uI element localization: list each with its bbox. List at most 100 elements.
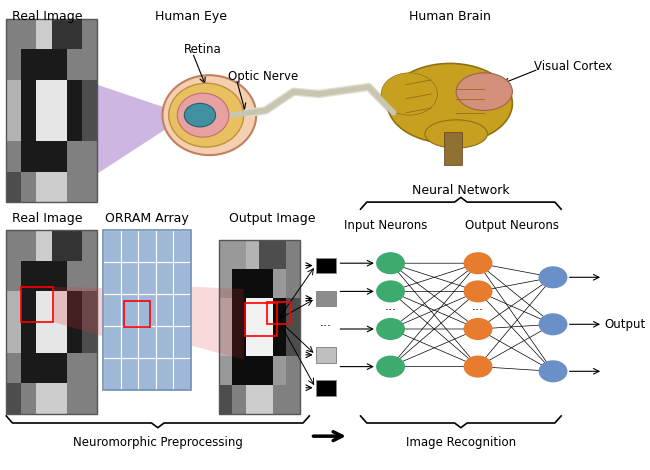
Bar — [121, 358, 138, 390]
Bar — [138, 230, 155, 262]
Bar — [67, 110, 82, 141]
Ellipse shape — [425, 120, 488, 148]
Bar — [82, 230, 97, 261]
Bar — [67, 80, 82, 110]
Bar — [259, 298, 273, 327]
Bar — [36, 230, 51, 261]
Bar — [6, 352, 21, 383]
Bar — [259, 269, 273, 298]
Circle shape — [377, 253, 404, 274]
Bar — [232, 269, 246, 298]
Bar — [6, 230, 21, 261]
Bar — [51, 141, 67, 172]
Text: Visual Cortex: Visual Cortex — [534, 60, 612, 73]
Bar — [121, 230, 138, 262]
Circle shape — [377, 281, 404, 302]
Text: Real Image: Real Image — [12, 10, 83, 23]
Bar — [51, 291, 67, 322]
Bar — [36, 291, 51, 322]
Text: Human Eye: Human Eye — [155, 10, 227, 23]
Circle shape — [464, 253, 492, 274]
Bar — [36, 110, 51, 141]
Bar — [21, 141, 36, 172]
Bar — [67, 291, 82, 322]
Bar — [6, 383, 21, 414]
Bar — [121, 326, 138, 358]
Bar — [103, 294, 121, 326]
Bar — [246, 356, 259, 384]
Bar — [103, 262, 121, 294]
Bar — [6, 80, 21, 110]
Bar — [82, 383, 97, 414]
Text: Retina: Retina — [185, 43, 222, 56]
Bar — [218, 356, 232, 384]
Bar — [138, 294, 155, 326]
Bar — [315, 380, 336, 396]
Bar — [82, 261, 97, 291]
Bar — [67, 19, 82, 49]
Bar — [173, 262, 190, 294]
Text: ···: ··· — [320, 320, 332, 333]
Bar — [155, 230, 173, 262]
Bar — [121, 294, 138, 326]
Bar — [67, 322, 82, 352]
Bar — [51, 322, 67, 352]
Bar — [155, 294, 173, 326]
Bar — [218, 269, 232, 298]
Bar — [245, 303, 278, 336]
Bar — [21, 291, 36, 322]
Bar — [51, 172, 67, 202]
Polygon shape — [97, 85, 187, 174]
Bar — [173, 294, 190, 326]
Bar — [138, 262, 155, 294]
Bar — [259, 356, 273, 384]
Bar — [103, 230, 190, 390]
Bar — [173, 230, 190, 262]
Bar — [82, 141, 97, 172]
Ellipse shape — [169, 83, 244, 147]
Bar — [36, 49, 51, 80]
Bar — [82, 110, 97, 141]
Bar — [51, 261, 67, 291]
Bar — [138, 358, 155, 390]
Bar — [246, 298, 259, 327]
Bar — [259, 327, 273, 356]
Text: Optic Nerve: Optic Nerve — [228, 70, 298, 83]
Text: Output Image: Output Image — [229, 212, 315, 225]
Bar — [232, 384, 246, 414]
Bar — [259, 384, 273, 414]
Bar — [232, 240, 246, 269]
Text: Output: Output — [605, 318, 646, 331]
Bar — [82, 322, 97, 352]
Bar — [82, 49, 97, 80]
Bar — [67, 383, 82, 414]
Bar — [218, 384, 232, 414]
Bar — [444, 132, 462, 164]
Bar — [36, 322, 51, 352]
Bar — [218, 240, 232, 269]
Bar — [6, 19, 21, 49]
Bar — [232, 298, 246, 327]
Bar — [315, 258, 336, 274]
Bar — [6, 49, 21, 80]
Bar — [6, 110, 21, 141]
Bar — [6, 230, 97, 414]
Bar — [218, 327, 232, 356]
Text: Neuromorphic Preprocessing: Neuromorphic Preprocessing — [73, 436, 242, 449]
Circle shape — [540, 267, 567, 288]
Bar — [82, 80, 97, 110]
Bar — [21, 322, 36, 352]
Bar — [51, 110, 67, 141]
Bar — [21, 19, 36, 49]
Bar — [246, 384, 259, 414]
Bar — [124, 301, 150, 327]
Bar — [51, 230, 67, 261]
Bar — [21, 352, 36, 383]
Bar — [21, 261, 36, 291]
Bar — [67, 352, 82, 383]
Bar — [155, 358, 173, 390]
Bar — [121, 262, 138, 294]
Bar — [51, 49, 67, 80]
Bar — [82, 352, 97, 383]
Polygon shape — [53, 287, 135, 345]
